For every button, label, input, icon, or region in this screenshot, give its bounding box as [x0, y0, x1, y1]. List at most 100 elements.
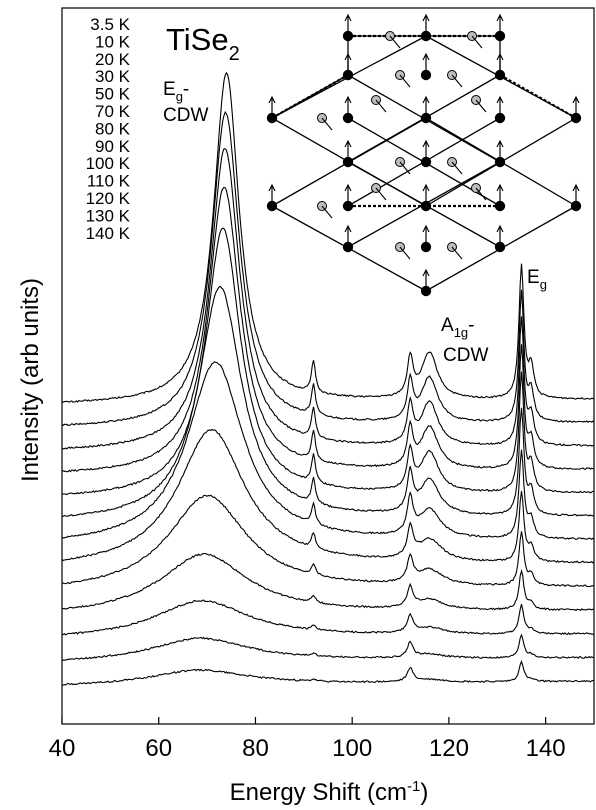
x-tick-label: 60	[145, 735, 172, 762]
displacement-arrow	[321, 117, 333, 131]
x-tick-label: 80	[242, 735, 269, 762]
displacement-arrow	[475, 187, 487, 201]
x-axis-label-sup: -1	[407, 778, 420, 795]
legend-entry: 50 K	[95, 85, 131, 104]
arrow-head	[496, 183, 504, 192]
arrow-head	[344, 52, 352, 61]
spectrum-line	[61, 633, 595, 661]
annotation-a1g-cdw-suffix: -	[468, 315, 474, 336]
arrow-head	[422, 139, 430, 148]
x-tick-label: 140	[526, 735, 566, 762]
annotation-eg-cdw-sub: g	[176, 89, 183, 104]
arrow-head	[344, 183, 352, 192]
displacement-arrow	[375, 99, 387, 113]
arrow-head	[422, 95, 430, 104]
arrow-head	[572, 183, 580, 192]
arrow-head	[496, 95, 504, 104]
annotation-eg-cdw-suffix: -	[183, 79, 189, 100]
spectrum-line	[61, 227, 595, 496]
spectrum-line	[61, 110, 595, 427]
arrow-head	[496, 224, 504, 233]
annotation-eg-cdw: Eg- CDW	[163, 79, 208, 126]
annotation-eg: Eg	[527, 267, 547, 292]
legend-entry: 130 K	[86, 206, 131, 225]
lattice-dashed-bond	[271, 74, 349, 119]
arrow-head	[268, 95, 276, 104]
spectrum-line	[61, 428, 595, 564]
displacement-arrow	[389, 35, 401, 49]
arrow-head	[572, 95, 580, 104]
displacement-arrow	[475, 99, 487, 113]
svg-text:Eg: Eg	[527, 267, 547, 292]
legend-entry: 70 K	[95, 102, 131, 121]
displacement-arrow	[399, 246, 411, 260]
y-axis-label: Intensity (arb units)	[17, 278, 44, 482]
arrow-head	[344, 95, 352, 104]
annotation-eg-cdw-main: E	[163, 79, 176, 100]
arrow-head	[422, 52, 430, 61]
x-tick-label: 100	[332, 735, 372, 762]
annotation-a1g-cdw-sub: 1g	[454, 325, 468, 340]
legend-entry: 80 K	[95, 119, 131, 138]
legend-entry: 110 K	[87, 172, 131, 191]
arrow-head	[496, 52, 504, 61]
svg-text:Eg-: Eg-	[163, 79, 189, 104]
arrow-head	[344, 224, 352, 233]
spectra-series	[61, 71, 595, 686]
spectrum-line	[61, 186, 595, 473]
arrow-head	[422, 183, 430, 192]
chart-title: TiSe2	[166, 22, 240, 65]
annotation-eg-main: E	[527, 267, 540, 288]
legend-entry: 100 K	[86, 154, 131, 173]
x-axis-tick-labels: 40 60 80 100 120 140	[49, 735, 566, 762]
annotation-a1g-cdw-line2: CDW	[443, 345, 488, 366]
legend-entry: 120 K	[86, 189, 131, 208]
spectrum-line	[61, 599, 594, 636]
arrow-head	[496, 139, 504, 148]
displacement-arrow	[375, 187, 387, 201]
lattice-inset-diagram	[266, 13, 582, 297]
displacement-arrow	[451, 74, 463, 88]
chart-title-main: TiSe	[166, 22, 229, 57]
x-axis-label-end: )	[420, 779, 428, 806]
spectrum-line	[62, 660, 595, 686]
annotation-eg-cdw-line2: CDW	[163, 105, 208, 126]
arrow-head	[496, 13, 504, 22]
arrow-head	[422, 224, 430, 233]
annotation-eg-sub: g	[540, 277, 547, 292]
legend-entry: 140 K	[86, 224, 131, 243]
lattice-dashed-bond	[499, 74, 577, 119]
spectrum-line	[61, 361, 595, 540]
displacement-arrow	[399, 74, 411, 88]
displacement-arrow	[399, 161, 411, 175]
chart-title-subscript: 2	[229, 43, 240, 65]
spectrum-line	[61, 148, 595, 450]
x-axis-label: Energy Shift (cm-1)	[230, 778, 429, 806]
arrow-head	[344, 13, 352, 22]
x-axis-ticks	[61, 717, 547, 724]
spectrum-line	[61, 552, 595, 612]
svg-text:A1g-: A1g-	[441, 315, 474, 340]
legend-entry: 90 K	[95, 137, 131, 156]
arrow-head	[344, 139, 352, 148]
legend-entry: 10 K	[95, 32, 131, 51]
annotation-a1g-cdw: A1g- CDW	[441, 315, 488, 366]
legend-entry: 20 K	[95, 50, 131, 69]
arrow-head	[268, 183, 276, 192]
x-tick-label: 120	[429, 735, 469, 762]
spectrum-line	[61, 71, 595, 404]
plot-frame	[61, 7, 595, 725]
spectrum-line	[61, 285, 595, 518]
legend-entry: 30 K	[95, 67, 131, 86]
arrow-head	[422, 268, 430, 277]
x-axis-label-main: Energy Shift (cm	[230, 779, 407, 806]
spectrum-line	[61, 494, 595, 588]
displacement-arrow	[451, 161, 463, 175]
displacement-arrow	[471, 35, 483, 49]
arrow-head	[422, 13, 430, 22]
x-tick-label: 40	[49, 735, 76, 762]
annotation-a1g-cdw-main: A	[441, 315, 454, 336]
legend-entry: 3.5 K	[90, 15, 130, 34]
